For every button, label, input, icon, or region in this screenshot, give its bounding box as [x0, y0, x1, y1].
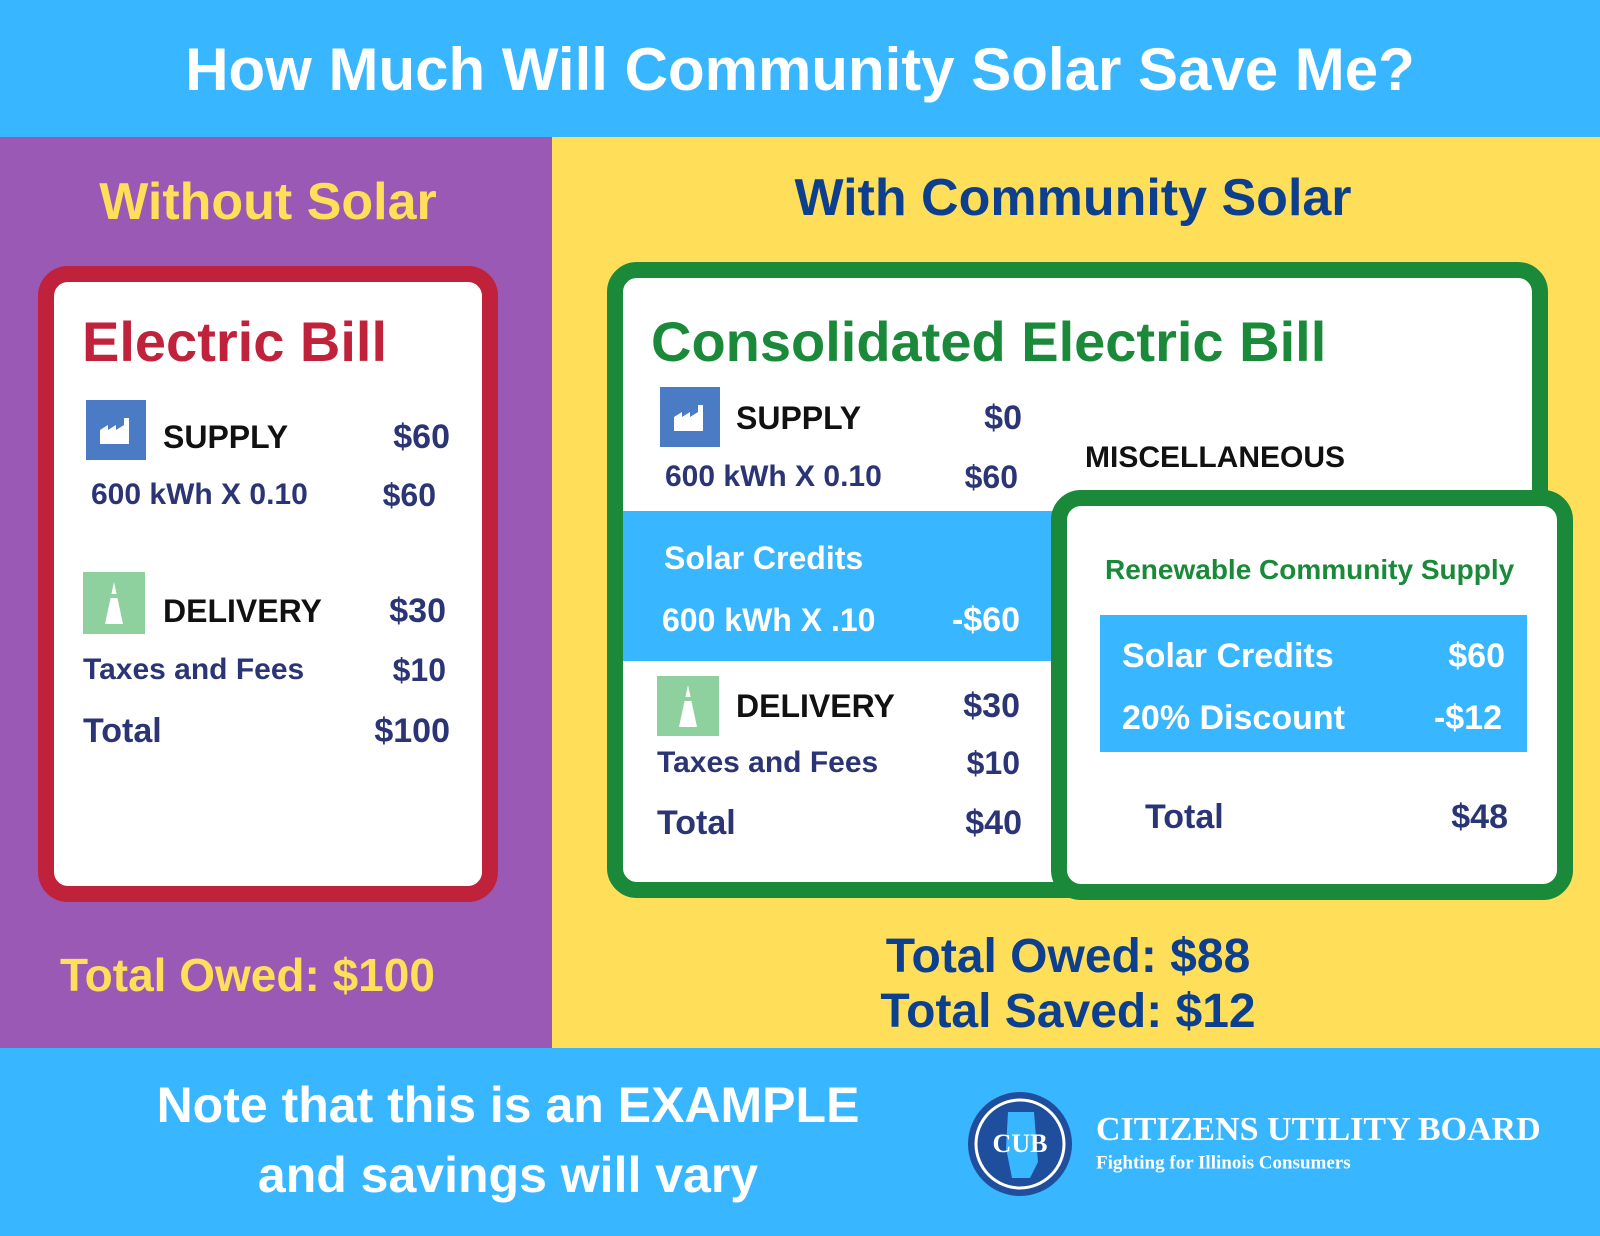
logo-text: CUB — [993, 1129, 1048, 1158]
row-label: SUPPLY — [736, 400, 862, 436]
footer-bar — [0, 1048, 1600, 1236]
delivery-icon — [657, 676, 719, 736]
row-amount: $60 — [382, 477, 436, 513]
row-label: 600 kWh X 0.10 — [91, 478, 308, 511]
row-amount: $0 — [984, 399, 1022, 437]
row-label: DELIVERY — [736, 688, 895, 724]
title: How Much Will Community Solar Save Me? — [185, 36, 1415, 103]
total-saved: Total Saved: $12 — [880, 985, 1256, 1038]
org-name: CITIZENS UTILITY BOARD — [1096, 1111, 1541, 1148]
row-amount: $30 — [389, 592, 446, 630]
row-label: Total — [83, 712, 162, 750]
row-label: Solar Credits — [664, 540, 864, 576]
note-line: Note that this is an EXAMPLE — [156, 1077, 860, 1133]
row-label: Taxes and Fees — [657, 746, 879, 779]
total-owed: Total Owed: $88 — [885, 930, 1251, 983]
bill-title: Electric Bill — [82, 310, 388, 373]
bill-title: Consolidated Electric Bill — [651, 310, 1327, 373]
row-amount: $60 — [393, 418, 450, 456]
supply-icon — [660, 387, 720, 447]
row-label: Total — [657, 804, 736, 842]
row-amount: -$60 — [951, 601, 1020, 639]
row-label: DELIVERY — [163, 593, 322, 629]
row-label: 600 kWh X 0.10 — [665, 460, 882, 493]
credit-band — [623, 511, 1053, 661]
row-label: Solar Credits — [1122, 637, 1334, 675]
logo-mark: CUB — [968, 1092, 1072, 1196]
row-label: Total — [1145, 798, 1224, 836]
supply-icon — [86, 400, 146, 460]
row-amount: $10 — [392, 652, 446, 688]
header-bar — [0, 0, 1600, 137]
delivery-icon — [83, 572, 145, 634]
row-label: Taxes and Fees — [83, 653, 305, 686]
org-tagline: Fighting for Illinois Consumers — [1096, 1152, 1351, 1174]
row-amount: $30 — [963, 687, 1020, 725]
row-amount: $40 — [965, 804, 1022, 842]
row-amount: -$12 — [1433, 699, 1502, 737]
credit-band — [1100, 615, 1527, 752]
misc-label: MISCELLANEOUS — [1085, 441, 1346, 474]
row-amount: $60 — [964, 459, 1018, 495]
row-label: 20% Discount — [1122, 699, 1345, 737]
section-heading: With Community Solar — [794, 169, 1352, 227]
row-label: 600 kWh X .10 — [662, 602, 876, 638]
total-owed: Total Owed: $100 — [60, 949, 435, 1001]
row-amount: $100 — [374, 712, 450, 750]
row-amount: $10 — [966, 745, 1020, 781]
row-label: SUPPLY — [163, 419, 289, 455]
row-amount: $60 — [1448, 637, 1505, 675]
section-heading: Without Solar — [99, 173, 437, 231]
card-title: Renewable Community Supply — [1105, 554, 1515, 585]
note-line: and savings will vary — [257, 1147, 759, 1203]
row-amount: $48 — [1451, 798, 1508, 836]
